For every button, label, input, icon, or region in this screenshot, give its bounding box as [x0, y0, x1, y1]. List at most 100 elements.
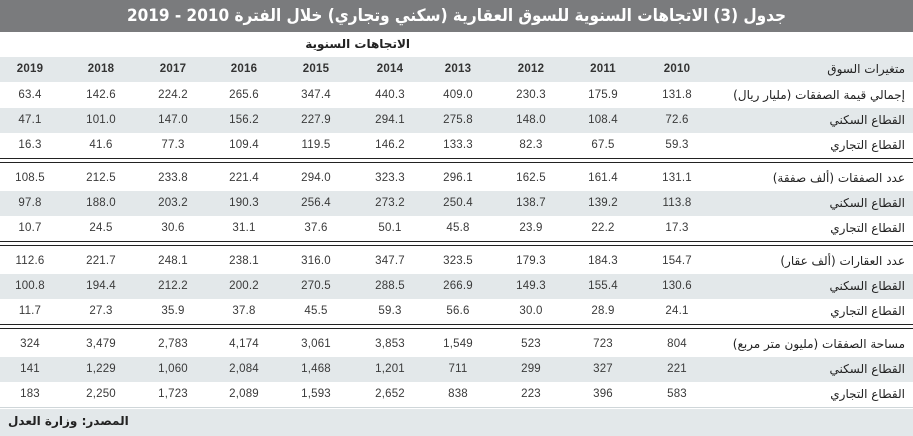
row-label: إجمالي قيمة الصفقات (مليار ريال) — [733, 88, 905, 102]
table-cell: 27.3 — [89, 305, 113, 317]
table-cell: 1,229 — [86, 363, 116, 375]
table-cell: 67.5 — [591, 139, 615, 151]
source-footer: المصدر: وزارة العدل — [0, 409, 913, 436]
table-row: القطاع التجاري 17.3 22.2 23.9 45.8 50.1 37.6 31… — [0, 216, 913, 241]
table-cell: 179.3 — [516, 255, 546, 267]
table-cell: 227.9 — [301, 114, 331, 126]
table-cell: 131.1 — [662, 172, 692, 184]
table-cell: 1,723 — [158, 388, 188, 400]
row-label: القطاع التجاري — [830, 304, 905, 318]
section-divider — [0, 241, 913, 246]
table-row: القطاع السكني 72.6 108.4 148.0 275.8 294.1 227… — [0, 108, 913, 133]
table-cell: 316.0 — [301, 255, 331, 267]
table-cell: 109.4 — [229, 139, 259, 151]
table-cell: 1,593 — [301, 388, 331, 400]
table-cell: 37.6 — [304, 222, 328, 234]
table-cell: 323.3 — [375, 172, 405, 184]
table-cell: 22.2 — [591, 222, 615, 234]
table-cell: 723 — [593, 338, 613, 350]
table-cell: 1,201 — [375, 363, 405, 375]
table-cell: 212.5 — [86, 172, 116, 184]
table-cell: 2,250 — [86, 388, 116, 400]
table-cell: 28.9 — [591, 305, 615, 317]
table-cell: 838 — [448, 388, 468, 400]
table-cell: 230.3 — [516, 89, 546, 101]
table-cell: 2,652 — [375, 388, 405, 400]
table-cell: 347.4 — [301, 89, 331, 101]
table-cell: 101.0 — [86, 114, 116, 126]
table-cell: 23.9 — [519, 222, 543, 234]
table-cell: 138.7 — [516, 197, 546, 209]
table-cell: 256.4 — [301, 197, 331, 209]
table-cell: 72.6 — [665, 114, 689, 126]
table-cell: 63.4 — [18, 89, 42, 101]
table-row: القطاع التجاري 24.1 28.9 30.0 56.6 59.3 45.5 37… — [0, 299, 913, 324]
table-cell: 45.8 — [446, 222, 470, 234]
row-label: عدد العقارات (ألف عقار) — [780, 254, 905, 268]
table-cell: 583 — [667, 388, 687, 400]
table-cell: 59.3 — [378, 305, 402, 317]
table-cell: 190.3 — [229, 197, 259, 209]
table-row: القطاع التجاري 583 396 223 838 2,652 1,593 2,08… — [0, 382, 913, 407]
table-cell: 233.8 — [158, 172, 188, 184]
table-cell: 221.4 — [229, 172, 259, 184]
table-cell: 56.6 — [446, 305, 470, 317]
section-divider — [0, 324, 913, 329]
table-cell: 3,853 — [375, 338, 405, 350]
annual-trends-label: الاتجاهات السنوية — [305, 37, 410, 51]
table-cell: 156.2 — [229, 114, 259, 126]
row-label: مساحة الصفقات (مليون متر مربع) — [732, 337, 905, 351]
table-cell: 3,061 — [301, 338, 331, 350]
table-cell: 711 — [448, 363, 468, 375]
table-row: إجمالي قيمة الصفقات (مليار ريال) 131.8 175… — [0, 83, 913, 108]
section-divider — [0, 158, 913, 163]
row-label: القطاع التجاري — [830, 221, 905, 235]
table-cell: 440.3 — [375, 89, 405, 101]
table-cell: 212.2 — [158, 280, 188, 292]
table-row: القطاع السكني 113.8 139.2 138.7 250.4 273.2 25… — [0, 191, 913, 216]
table-cell: 2010 — [663, 63, 691, 75]
table-cell: 24.1 — [665, 305, 689, 317]
column-group-header: الاتجاهات السنوية — [0, 32, 913, 57]
row-label: متغيرات السوق — [827, 62, 905, 76]
table-cell: 221 — [667, 363, 687, 375]
table-cell: 24.5 — [89, 222, 113, 234]
table-cell: 2,084 — [229, 363, 259, 375]
table-cell: 2012 — [517, 63, 545, 75]
table-cell: 203.2 — [158, 197, 188, 209]
table-cell: 100.8 — [15, 280, 45, 292]
table-cell: 2013 — [444, 63, 472, 75]
table-cell: 10.7 — [18, 222, 42, 234]
table-cell: 1,549 — [443, 338, 473, 350]
table-cell: 296.1 — [443, 172, 473, 184]
table-cell: 294.0 — [301, 172, 331, 184]
table-cell: 2017 — [159, 63, 187, 75]
table-cell: 31.1 — [232, 222, 256, 234]
table-cell: 523 — [521, 338, 541, 350]
table-header-row: متغيرات السوق 2010 2011 2012 2013 2014 2015 201… — [0, 57, 913, 82]
row-label: القطاع السكني — [829, 113, 905, 127]
table-cell: 3,479 — [86, 338, 116, 350]
table-row: القطاع التجاري 59.3 67.5 82.3 133.3 146.2 119.… — [0, 133, 913, 158]
table-cell: 804 — [667, 338, 687, 350]
table-cell: 265.6 — [229, 89, 259, 101]
table-cell: 323.5 — [443, 255, 473, 267]
table-row: القطاع السكني 130.6 155.4 149.3 266.9 288.5 27… — [0, 274, 913, 299]
table-cell: 194.4 — [86, 280, 116, 292]
table-cell: 41.6 — [89, 139, 113, 151]
table-cell: 59.3 — [665, 139, 689, 151]
table-cell: 188.0 — [86, 197, 116, 209]
table-cell: 221.7 — [86, 255, 116, 267]
footer-divider — [0, 407, 913, 409]
row-label: القطاع السكني — [829, 279, 905, 293]
table-cell: 250.4 — [443, 197, 473, 209]
table-cell: 149.3 — [516, 280, 546, 292]
table-cell: 2015 — [302, 63, 330, 75]
table-cell: 146.2 — [375, 139, 405, 151]
table-cell: 37.8 — [232, 305, 256, 317]
table-cell: 11.7 — [18, 305, 42, 317]
table-cell: 4,174 — [229, 338, 259, 350]
table-cell: 1,468 — [301, 363, 331, 375]
table-cell: 224.2 — [158, 89, 188, 101]
table-cell: 119.5 — [301, 139, 331, 151]
